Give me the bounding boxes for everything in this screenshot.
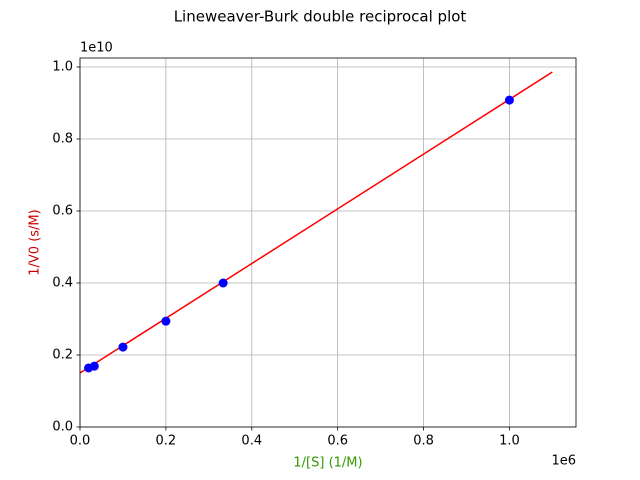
x-tick-label: 0.2: [156, 434, 177, 449]
chart-title: Lineweaver-Burk double reciprocal plot: [174, 8, 467, 26]
data-point: [89, 361, 99, 371]
y-tick-label: 0.4: [52, 276, 73, 291]
x-tick-label: 0.0: [70, 434, 91, 449]
x-tick-label: 1.0: [499, 434, 520, 449]
x-axis-label: 1/[S] (1/M): [293, 456, 362, 471]
axes-frame: [79, 57, 577, 428]
fit-line: [79, 71, 553, 374]
x-offset-label: 1e6: [551, 454, 576, 469]
y-tick-label: 0.0: [52, 420, 73, 435]
y-tick-label: 0.2: [52, 348, 73, 363]
data-point: [504, 95, 514, 105]
data-point: [161, 316, 171, 326]
y-tick-label: 0.8: [52, 132, 73, 147]
data-point: [218, 278, 228, 288]
y-axis-label: 1/V0 (s/M): [28, 209, 43, 275]
x-tick-label: 0.6: [327, 434, 348, 449]
y-offset-label: 1e10: [80, 41, 113, 56]
y-tick-label: 1.0: [52, 60, 73, 75]
data-point: [118, 342, 128, 352]
x-tick-label: 0.4: [241, 434, 262, 449]
y-tick-label: 0.6: [52, 204, 73, 219]
x-tick-label: 0.8: [413, 434, 434, 449]
